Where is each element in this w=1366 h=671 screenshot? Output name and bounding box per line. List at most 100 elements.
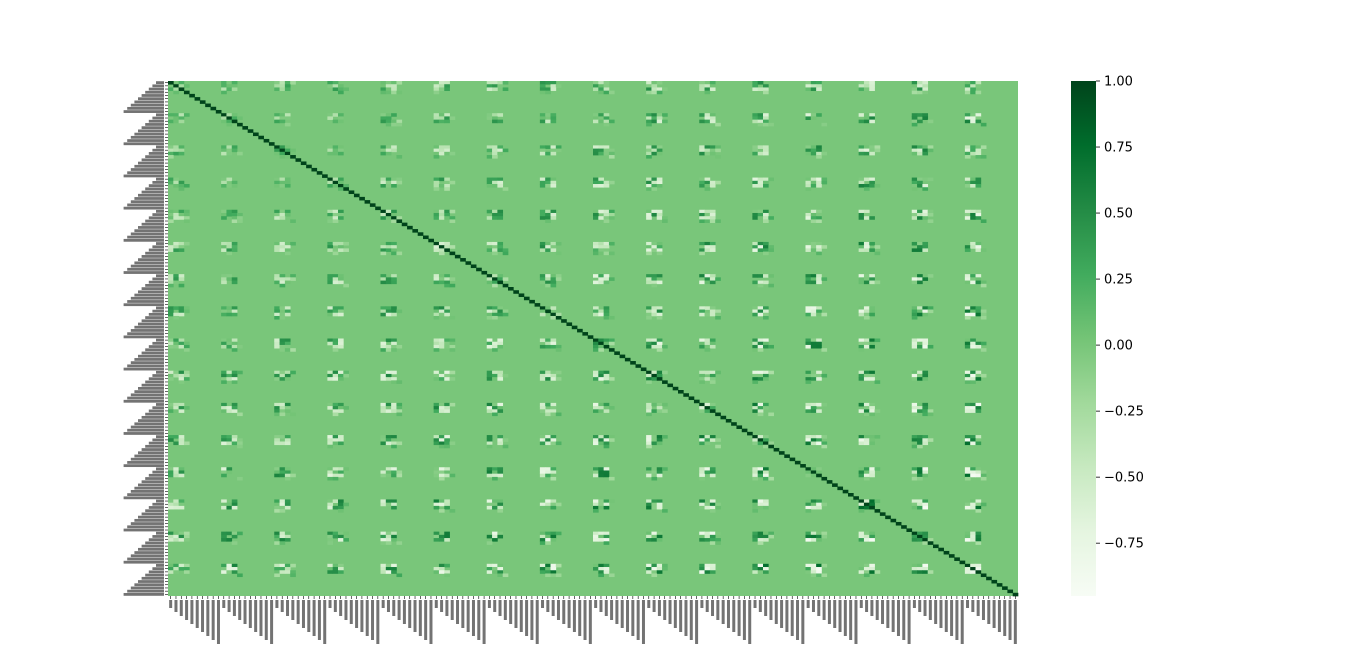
heatmap-cell [237,151,243,156]
heatmap-cell [486,241,493,246]
x-tick-label-glyph [328,600,332,608]
heatmap-cell [274,567,280,571]
heatmap-cell [810,505,817,510]
y-tick-label-glyph [156,370,164,374]
heatmap-cell [338,370,344,375]
heatmap-cell [598,438,604,442]
heatmap-cell [598,309,604,314]
heatmap-cell [917,209,923,214]
heatmap-cell [284,406,291,410]
heatmap-cell [391,212,397,217]
heatmap-diagonal-cell [582,332,589,336]
y-tick-label-glyph [148,152,164,155]
heatmap-cell [656,534,663,539]
heatmap-cell [486,177,493,182]
heatmap-cell [598,338,604,343]
y-tick-label-glyph [138,354,164,358]
heatmap-cell [922,212,929,217]
heatmap-cell [183,538,190,542]
heatmap-cell [183,184,190,188]
heatmap-cell [651,116,658,120]
heatmap-cell [284,435,291,439]
heatmap-cell [486,277,493,281]
heatmap-cell [874,245,881,249]
heatmap-cell [593,251,599,256]
heatmap-cell [656,241,663,246]
heatmap-diagonal-cell [247,129,254,133]
heatmap-cell [757,184,764,188]
heatmap-cell [449,151,456,156]
heatmap-cell [598,148,604,153]
heatmap-diagonal-cell [863,502,870,507]
x-tick-label-glyph [886,600,890,628]
heatmap-cell [715,505,721,510]
heatmap-cell [221,116,227,120]
heatmap-cell [497,534,504,539]
heatmap-cell [279,113,286,117]
heatmap-cell [444,435,450,439]
heatmap-cell [284,338,291,343]
y-tick-label-glyph [138,97,164,101]
heatmap-cell [486,248,493,252]
heatmap-cell [603,145,610,149]
heatmap-cell [975,563,982,568]
y-tick-label-glyph [141,255,164,258]
y-tick-label-glyph [127,428,164,432]
heatmap-cell [226,241,233,246]
heatmap-cell [763,567,769,571]
heatmap-cell [810,534,817,539]
heatmap-cell [486,409,493,413]
heatmap-cell [545,90,551,95]
heatmap-cell [332,344,339,349]
heatmap-cell [385,502,392,507]
heatmap-cell [168,309,174,314]
heatmap-cell [433,116,440,120]
heatmap-cell [433,435,440,439]
heatmap-cell [704,145,711,149]
heatmap-cell [917,274,923,278]
heatmap-cell [433,473,440,478]
heatmap-cell [433,248,440,252]
heatmap-cell [709,116,716,120]
heatmap-cell [593,245,599,249]
heatmap-cell [338,113,344,117]
heatmap-cell [656,145,663,149]
heatmap-cell [763,341,769,346]
heatmap-cell [593,116,599,120]
x-tick-label-glyph [397,600,401,620]
heatmap-cell [332,113,339,117]
heatmap-cell [274,277,280,281]
heatmap-cell [231,312,238,317]
heatmap-cell [816,402,822,407]
heatmap-cell [709,567,716,571]
heatmap-cell [752,380,759,384]
y-tick-label-glyph [138,161,164,165]
heatmap-cell [858,209,865,214]
heatmap-cell [763,444,769,449]
heatmap-cell [449,283,456,288]
heatmap-cell [279,499,286,504]
x-tick-label-glyph [854,600,858,644]
heatmap-cell [449,473,456,478]
y-tick-label-glyph [138,580,164,583]
x-tick-label-glyph [647,600,651,608]
heatmap-cell [497,570,504,574]
heatmap-cell [433,216,440,220]
heatmap-cell [284,473,291,478]
heatmap-cell [221,245,227,249]
heatmap-cell [391,505,397,510]
heatmap-cell [284,531,291,536]
heatmap-cell [550,306,557,310]
heatmap-cell [869,113,875,117]
heatmap-cell [279,241,286,246]
heatmap-cell [922,148,929,153]
heatmap-cell [555,84,562,88]
heatmap-cell [279,212,286,217]
heatmap-cell [231,306,238,310]
heatmap-cell [863,187,870,191]
heatmap-cell [486,344,493,349]
heatmap-cell [699,441,705,446]
heatmap-cell [380,473,387,478]
heatmap-diagonal-cell [922,538,929,542]
heatmap-cell [757,212,764,217]
